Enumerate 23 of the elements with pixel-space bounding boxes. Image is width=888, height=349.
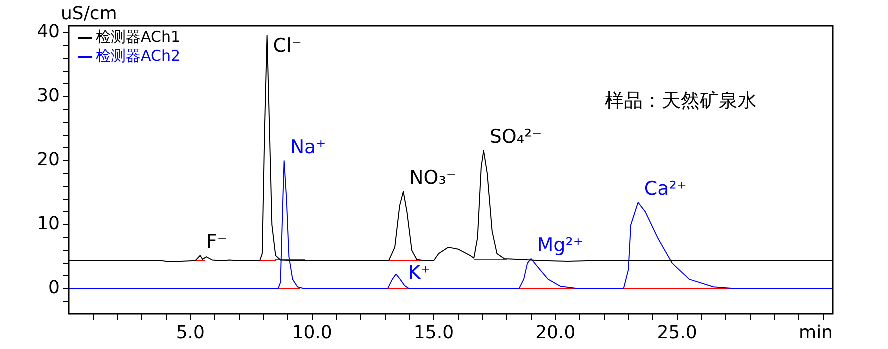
annotation: 样品：天然矿泉水 <box>605 89 757 114</box>
x-tick-label: 20.0 <box>536 322 576 344</box>
annotation: K⁺ <box>408 262 431 284</box>
annotation: Na⁺ <box>290 136 326 158</box>
y-tick-label: 0 <box>48 278 60 299</box>
annotation: NO₃⁻ <box>410 167 456 190</box>
x-tick-label: 5.0 <box>176 322 205 344</box>
x-axis-title: min <box>799 322 833 344</box>
x-tick-label: 25.0 <box>657 322 698 344</box>
x-tick-label: 10.0 <box>292 322 332 344</box>
y-tick-label: 30 <box>37 86 60 107</box>
annotation: Ca²⁺ <box>644 178 687 200</box>
y-tick-label: 10 <box>37 214 60 235</box>
annotation: Mg²⁺ <box>537 234 584 256</box>
annotation: F⁻ <box>206 231 228 254</box>
y-tick-label: 20 <box>37 150 60 171</box>
annotation: Cl⁻ <box>273 35 302 58</box>
y-tick-label: 40 <box>37 22 60 43</box>
legend-label: 检测器ACh2 <box>96 47 181 65</box>
annotation: SO₄²⁻ <box>490 126 542 148</box>
y-axis-title: uS/cm <box>61 4 118 25</box>
x-tick-label: 15.0 <box>414 322 454 344</box>
legend-label: 检测器ACh1 <box>96 28 181 46</box>
